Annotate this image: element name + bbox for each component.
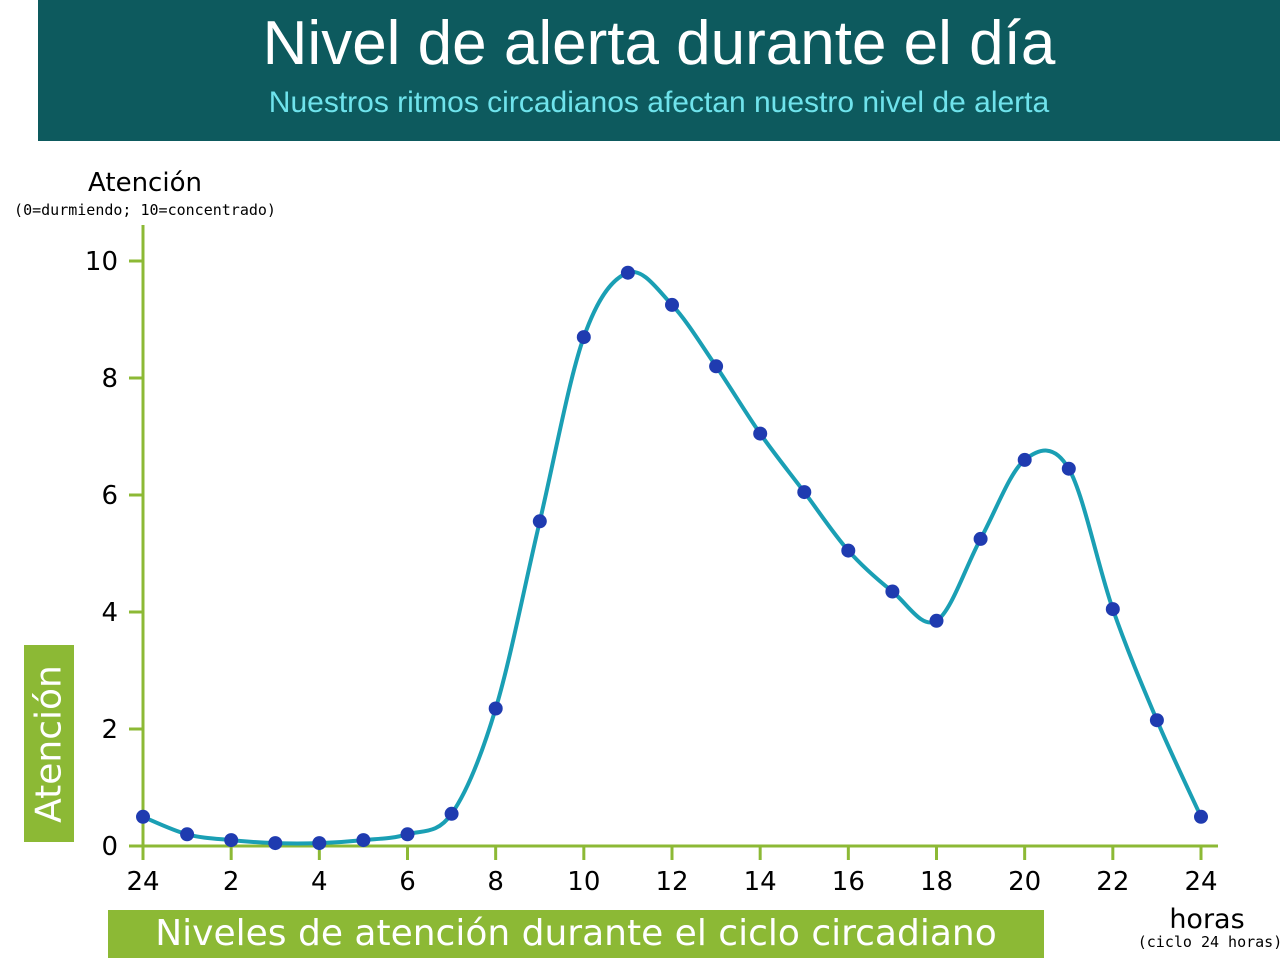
attention-badge: Atención	[24, 645, 74, 842]
y-tick-label: 4	[101, 598, 118, 628]
data-point	[753, 426, 768, 441]
data-point	[1061, 461, 1076, 476]
x-tick-label: 6	[399, 867, 416, 897]
data-point	[620, 265, 635, 280]
x-axis-label: horas	[1169, 904, 1244, 935]
chart-header: Nivel de alerta durante el día Nuestros …	[38, 0, 1280, 141]
x-tick-label: 2	[223, 867, 240, 897]
data-point	[709, 359, 724, 374]
y-tick-label: 6	[101, 481, 118, 511]
y-tick-label: 10	[85, 247, 118, 277]
y-tick-label: 0	[101, 832, 118, 862]
x-tick-label: 8	[487, 867, 504, 897]
caption-badge: Niveles de atención durante el ciclo cir…	[108, 910, 1044, 958]
x-tick-label: 24	[1184, 867, 1217, 897]
data-point	[312, 836, 327, 851]
data-point	[488, 701, 503, 716]
data-point	[532, 514, 547, 529]
x-tick-label: 24	[126, 867, 159, 897]
data-point	[136, 809, 150, 824]
y-tick-label: 2	[101, 715, 118, 745]
x-tick-label: 22	[1096, 867, 1129, 897]
x-tick-label: 20	[1008, 867, 1041, 897]
y-tick-label: 8	[101, 364, 118, 394]
data-point	[885, 584, 900, 599]
x-tick-label: 10	[567, 867, 600, 897]
data-point	[576, 330, 591, 345]
axes	[141, 225, 1218, 855]
x-tick-label: 14	[744, 867, 777, 897]
data-point	[1149, 713, 1164, 728]
x-axis-note: (ciclo 24 horas)	[1138, 933, 1280, 951]
attention-badge-label: Atención	[28, 664, 70, 823]
y-axis-note: (0=durmiendo; 10=concentrado)	[14, 201, 276, 219]
data-point	[1017, 452, 1032, 467]
data-point	[1105, 602, 1120, 617]
attention-curve	[141, 269, 1203, 846]
chart-subtitle: Nuestros ritmos circadianos afectan nues…	[268, 86, 1050, 119]
data-point	[356, 833, 371, 848]
x-tick-label: 12	[655, 867, 688, 897]
data-point	[973, 531, 988, 546]
data-point	[1194, 809, 1208, 824]
x-tick-label: 18	[920, 867, 953, 897]
data-point	[224, 833, 239, 848]
data-point	[665, 297, 679, 312]
chart-title: Nivel de alerta durante el día	[262, 9, 1056, 78]
data-point	[444, 806, 459, 821]
data-point	[797, 485, 812, 500]
series-group	[136, 265, 1208, 851]
data-point	[268, 836, 283, 851]
y-axis-label: Atención	[88, 168, 202, 198]
x-tick-label: 16	[832, 867, 865, 897]
data-point	[180, 827, 195, 842]
data-point	[841, 543, 856, 558]
x-tick-label: 4	[311, 867, 328, 897]
data-point	[929, 613, 944, 628]
data-point	[400, 827, 415, 842]
